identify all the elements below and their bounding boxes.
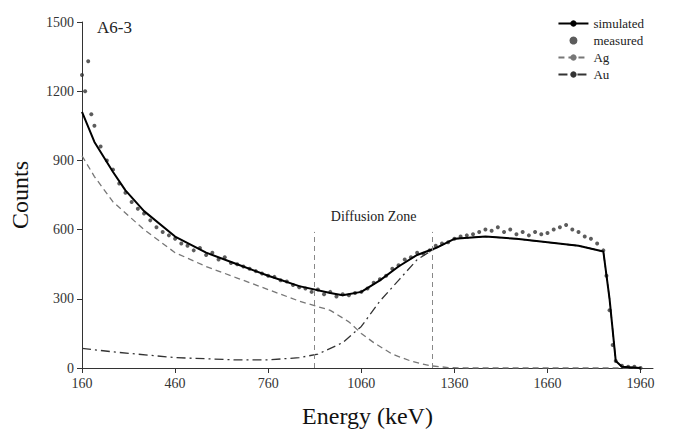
svg-text:600: 600 [53, 222, 74, 237]
svg-text:1500: 1500 [46, 15, 74, 30]
svg-text:Counts: Counts [7, 161, 33, 229]
svg-text:A6-3: A6-3 [97, 18, 132, 37]
svg-text:1960: 1960 [627, 376, 655, 391]
svg-text:simulated: simulated [593, 16, 644, 31]
svg-text:Ag: Ag [593, 50, 609, 65]
svg-text:Au: Au [593, 67, 609, 82]
svg-text:160: 160 [72, 376, 93, 391]
svg-text:1200: 1200 [46, 84, 74, 99]
svg-text:1060: 1060 [347, 376, 375, 391]
svg-text:Energy (keV): Energy (keV) [302, 403, 433, 429]
svg-text:300: 300 [53, 291, 74, 306]
svg-text:900: 900 [53, 153, 74, 168]
svg-text:1660: 1660 [533, 376, 561, 391]
svg-text:0: 0 [67, 361, 74, 376]
svg-text:1360: 1360 [440, 376, 468, 391]
svg-text:460: 460 [165, 376, 186, 391]
svg-text:Diffusion Zone: Diffusion Zone [331, 209, 417, 224]
svg-text:measured: measured [593, 33, 643, 48]
svg-text:760: 760 [258, 376, 279, 391]
